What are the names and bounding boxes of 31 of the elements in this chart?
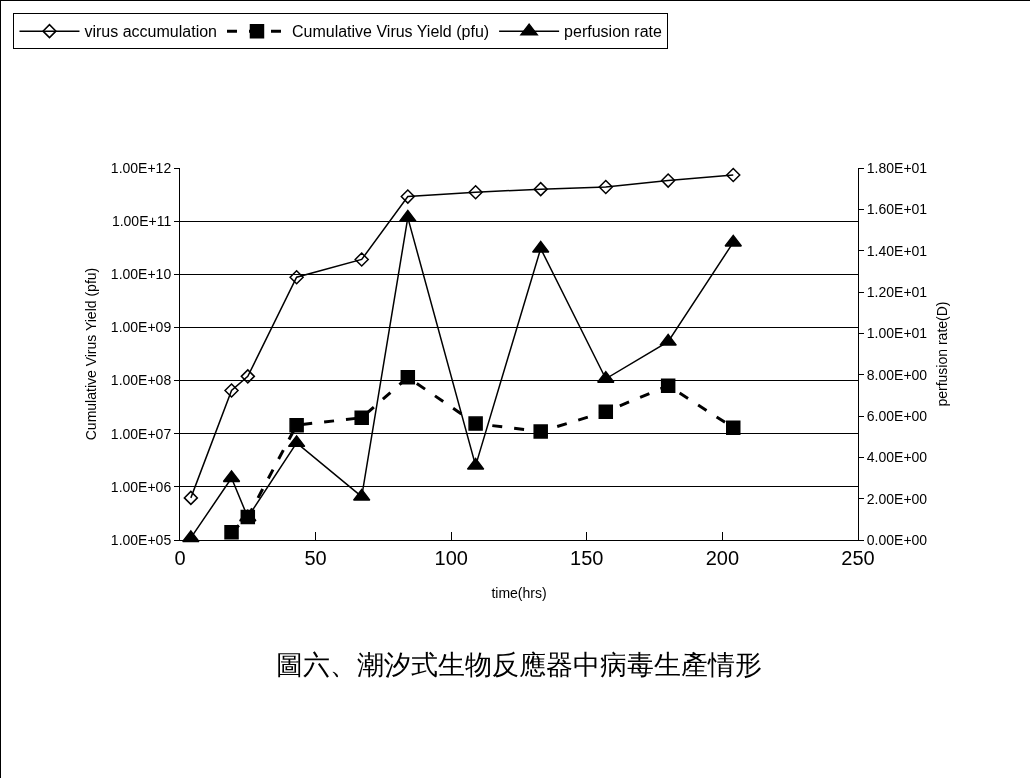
x-tick-label: 200: [705, 547, 740, 569]
legend-label: perfusion rate: [564, 23, 663, 41]
y-tick-label: 1.00E+10: [110, 266, 172, 283]
y-tick-label: 1.00E+12: [110, 159, 172, 176]
y2-tick-label: 1.60E+01: [866, 201, 928, 218]
y2-tick-label: 8.00E+00: [866, 366, 928, 383]
y2-tick-label: 0.00E+00: [866, 531, 928, 548]
y-tick-label: 1.00E+11: [111, 213, 172, 230]
y-tick-label: 1.00E+09: [110, 319, 172, 336]
y2-tick-label: 1.00E+01: [866, 325, 928, 342]
y-tick-label: 1.00E+05: [110, 531, 172, 548]
x-tick-label: 250: [841, 547, 875, 569]
y2-tick-label: 2.00E+00: [866, 490, 928, 507]
y-axis-title: Cumulative Virus Yield (pfu): [83, 267, 100, 441]
y-tick-label: 1.00E+06: [110, 478, 172, 495]
x-axis-title: time(hrs): [491, 585, 547, 602]
y2-axis-title: perfusion rate(D): [933, 301, 950, 407]
y2-tick-label: 6.00E+00: [866, 407, 928, 424]
x-tick-label: 0: [174, 547, 186, 569]
y2-tick-label: 4.00E+00: [866, 449, 928, 466]
x-tick-label: 50: [304, 547, 327, 569]
y2-tick-label: 1.80E+01: [866, 159, 928, 176]
y-tick-label: 1.00E+07: [110, 425, 172, 442]
legend-label: virus accumulation: [84, 23, 217, 41]
legend-label: Cumulative Virus Yield (pfu): [291, 23, 490, 41]
x-tick-label: 150: [570, 547, 604, 569]
text: 圖六、潮汐式生物反應器中病毒生產情形: [276, 649, 762, 680]
y2-tick-label: 1.20E+01: [866, 283, 928, 300]
y-tick-label: 1.00E+08: [110, 372, 172, 389]
x-tick-label: 100: [434, 547, 468, 569]
y2-tick-label: 1.40E+01: [866, 242, 928, 259]
